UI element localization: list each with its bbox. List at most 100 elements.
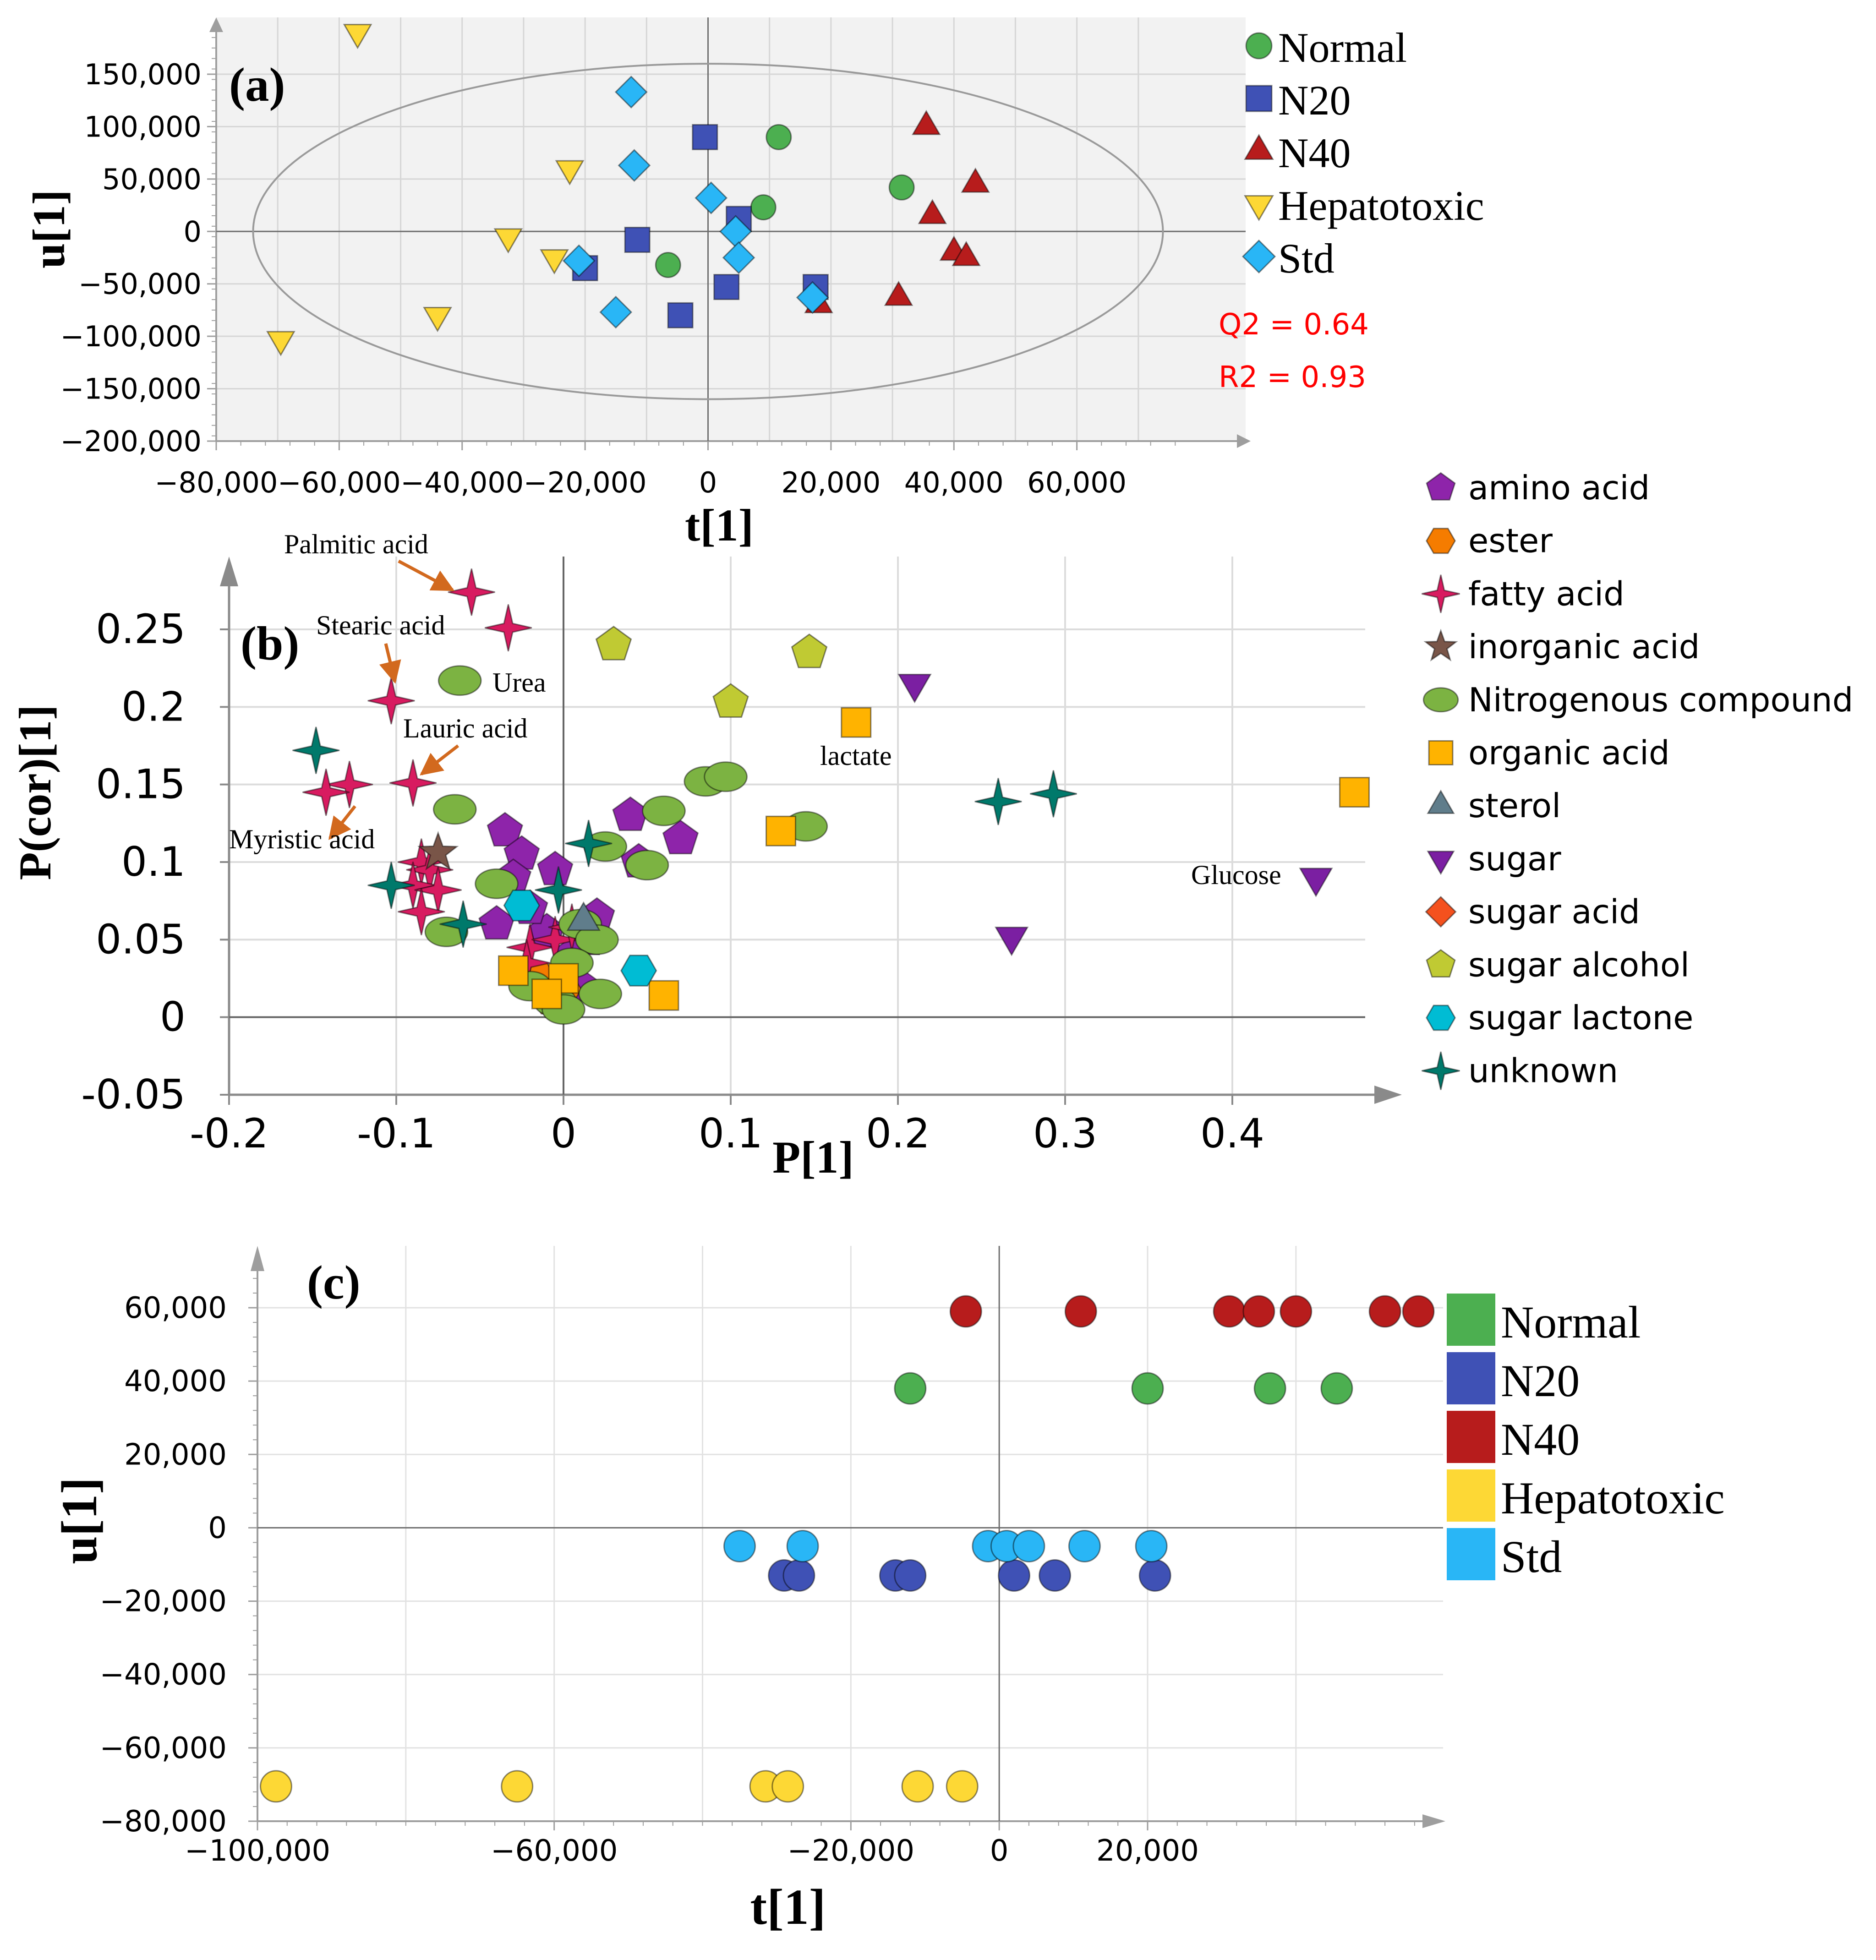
panel-b-point-sugar-alcohol — [595, 626, 632, 661]
panel-b-point-fatty-acid — [448, 568, 495, 616]
panel-b-y-tick-label: -0.05 — [81, 1071, 186, 1118]
panel-a-legend-marker-hepatotoxic — [1244, 195, 1274, 222]
panel-c-legend-swatch-hepatotoxic — [1447, 1469, 1495, 1522]
panel-b-y-ticks: 0.25 0.2 0.15 0.1 0.05 0 -0.05 — [81, 606, 229, 1118]
panel-c-legend-label-n40: N40 — [1501, 1414, 1580, 1465]
panel-c-x-axis-arrow — [1422, 1814, 1445, 1828]
panel-b-annotation-arrow — [420, 744, 459, 776]
panel-c-point-hepatotoxic — [771, 1770, 804, 1803]
panel-b-x-tick-label: 0.3 — [1033, 1110, 1097, 1157]
panel-a-y-axis-label: u[1] — [23, 190, 74, 268]
panel-b-point-organic-acid — [766, 815, 796, 846]
panel-a-x-tick-label: 20,000 — [781, 466, 881, 499]
panel-b-point-unknown — [974, 778, 1022, 825]
panel-a-x-tick-label: −80,000 — [155, 466, 278, 499]
panel-a-point-std — [796, 281, 829, 314]
panel-a-point-normal — [766, 124, 792, 150]
panel-a-legend-label-normal: Normal — [1278, 24, 1407, 71]
panel-b-legend-label-amino-acid: amino acid — [1468, 469, 1650, 507]
panel-b-legend-marker-amino-acid — [1426, 472, 1456, 501]
panel-a-y-tick-label: −50,000 — [78, 268, 202, 301]
panel-b-annotations: Palmitic acid Stearic acid Urea Lauric acid… — [229, 529, 1281, 890]
panel-c-y-tick-label: −80,000 — [99, 1805, 227, 1839]
panel-b-point-nitrogenous-compound — [575, 924, 619, 955]
panel-c-point-n20 — [1138, 1559, 1171, 1592]
panel-b-y-tick-label: 0.1 — [121, 838, 186, 885]
panel-c-point-n40 — [1213, 1295, 1246, 1328]
panel-a-x-tick-label: −60,000 — [278, 466, 401, 499]
panel-a-ellipse-shape — [252, 63, 1164, 400]
panel-b-point-unknown — [565, 819, 613, 867]
panel-a-point-n20 — [624, 227, 651, 253]
panel-b-point-amino-acid — [662, 819, 699, 855]
panel-a-legend-label-std: Std — [1278, 235, 1335, 282]
panel-b-point-nitrogenous-compound — [438, 665, 482, 696]
panel-c-y-axis-label: u[1] — [51, 1477, 107, 1564]
panel-b-legend-marker-sterol — [1427, 789, 1455, 814]
panel-a-x-axis-label: t[1] — [685, 500, 754, 551]
panel-a-x-tick-label: 0 — [699, 466, 717, 499]
panel-b-legend-label-nitrogenous-compound: Nitrogenous compound — [1468, 681, 1853, 719]
panel-a-point-std — [562, 244, 596, 278]
panel-b-legend-label-sugar-lactone: sugar lactone — [1468, 999, 1693, 1037]
panel-b-point-organic-acid — [1339, 777, 1370, 808]
panel-b-x-axis-label: P[1] — [772, 1132, 854, 1183]
panel-a-points — [266, 24, 990, 356]
panel-b-y-tick-label: 0.15 — [96, 761, 186, 808]
panel-c-x-tick-label: −20,000 — [788, 1834, 915, 1868]
panel-b-point-organic-acid — [498, 955, 529, 986]
panel-b-point-unknown — [292, 726, 340, 774]
panel-b-y-tick-label: 0.25 — [96, 606, 186, 653]
panel-b-point-fatty-acid — [398, 888, 445, 935]
panel-c-point-std — [1012, 1529, 1045, 1562]
panel-a-y-ticks: 150,000 100,000 50,000 0 −50,000 −100,000 −150… — [60, 37, 216, 458]
panel-a-y-tick-label: 100,000 — [84, 110, 202, 143]
panel-b-point-amino-acid — [487, 812, 524, 847]
panel-b-point-organic-acid — [648, 980, 679, 1011]
panel-a-point-n20 — [713, 274, 740, 300]
panel-b-point-fatty-acid — [414, 866, 462, 914]
panel-a-point-std — [599, 295, 633, 329]
panel-c-y-tick-label: 40,000 — [124, 1365, 227, 1398]
panel-c-y-tick-label: −40,000 — [99, 1658, 227, 1692]
panel-a-legend-label-n40: N40 — [1278, 130, 1351, 176]
panel-b-legend-marker-inorganic-acid — [1423, 628, 1458, 662]
panel-b-point-organic-acid — [841, 707, 872, 738]
panel-b-y-tick-label: 0.05 — [96, 916, 186, 963]
panel-c-x-axis-label: t[1] — [750, 1879, 826, 1935]
panel-b-point-sterol — [566, 901, 601, 931]
panel-c-point-n40 — [1064, 1295, 1097, 1328]
panel-c-point-n40 — [949, 1295, 982, 1328]
panel-b-y-tick-label: 0.2 — [121, 683, 186, 730]
panel-b-legend-marker-sugar — [1427, 851, 1455, 875]
panel-c-point-std — [786, 1529, 819, 1562]
panel-b-legend-label-organic-acid: organic acid — [1468, 734, 1670, 772]
panel-b-legend-label-inorganic-acid: inorganic acid — [1468, 628, 1700, 666]
panel-b-point-sugar — [897, 674, 932, 704]
panel-b-legend-marker-organic-acid — [1428, 740, 1454, 765]
panel-c-point-std — [723, 1529, 756, 1562]
panel-c-point-hepatotoxic — [501, 1770, 534, 1803]
panel-c-point-n40 — [1280, 1295, 1313, 1328]
panel-a-point-hepatotoxic — [540, 249, 569, 275]
panel-a-q2-stat: Q2 = 0.64 — [1219, 308, 1369, 342]
panel-a-point-std — [695, 181, 728, 214]
panel-b-x-tick-label: 0.2 — [866, 1110, 930, 1157]
panel-a-legend-marker-n20 — [1245, 85, 1273, 112]
panel-b: 0.250.20.150.10.050-0.05 -0.2 -0.1 0 0.1 0.2… — [10, 469, 1853, 1183]
panel-b-point-unknown — [535, 866, 582, 914]
panel-c-x-tick-label: −100,000 — [185, 1834, 330, 1868]
panel-a-legend-marker-normal — [1245, 32, 1273, 60]
panel-c-x-tick-label: −60,000 — [491, 1834, 618, 1868]
panel-b-annotation-stearic-acid: Stearic acid — [316, 610, 445, 640]
panel-c-point-normal — [1253, 1372, 1286, 1405]
panel-b-point-nitrogenous-compound — [642, 795, 686, 826]
panel-c-label: (c) — [307, 1256, 361, 1309]
panel-b-point-unknown — [367, 862, 415, 909]
panel-b-label: (b) — [241, 617, 299, 670]
panel-b-point-fatty-acid — [484, 604, 532, 652]
panel-b-legend-marker-sugar-alcohol — [1426, 949, 1456, 978]
panel-c-y-tick-label: 20,000 — [124, 1438, 227, 1472]
